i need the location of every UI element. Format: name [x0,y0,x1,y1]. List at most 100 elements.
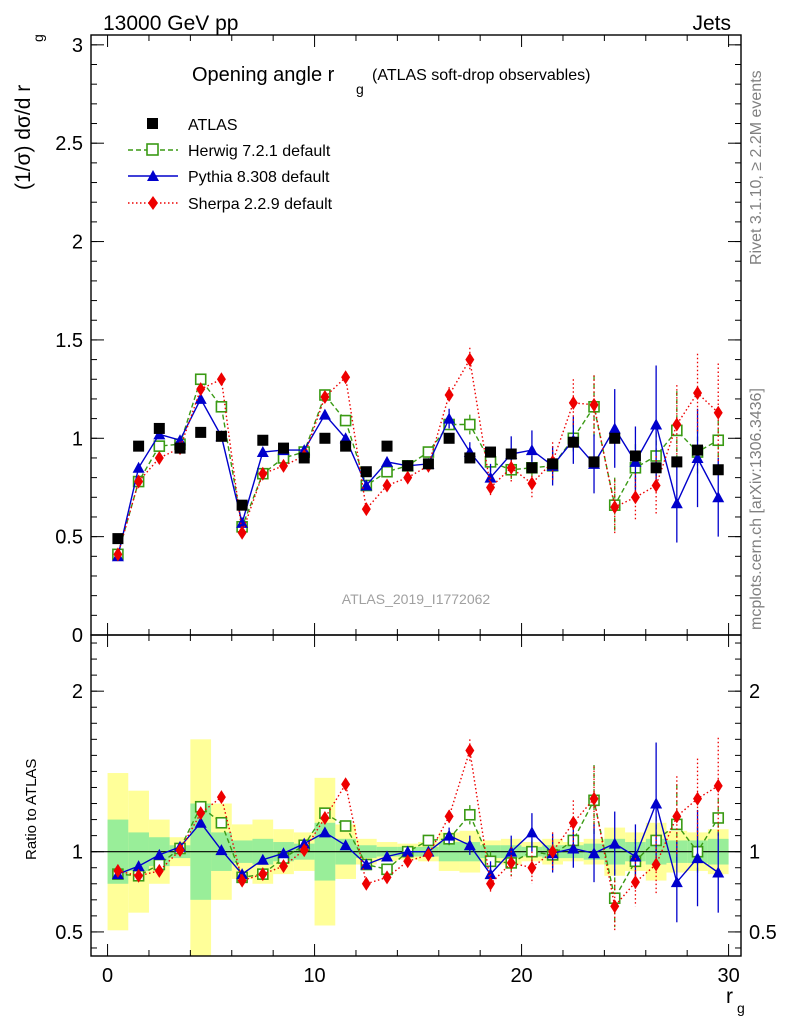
point-pythia [153,848,166,860]
point-sherpa [713,405,723,420]
point-atlas [381,440,393,452]
point-atlas [278,442,290,454]
series-sherpa [113,737,723,932]
point-atlas [133,440,145,452]
main-title: Opening angle r g (ATLAS soft-drop obser… [192,64,590,97]
legend-entry-sherpa: Sherpa 2.2.9 default [128,196,333,213]
point-sherpa [341,370,351,385]
point-atlas [236,499,248,511]
point-sherpa [216,790,226,805]
legend-label-herwig: Herwig 7.2.1 default [188,143,331,160]
point-atlas [112,533,124,545]
point-atlas [485,446,497,458]
main-y-tick-label: 1.5 [55,330,83,352]
main-ylabel-sub: g [30,34,46,42]
point-sherpa [237,873,247,888]
point-atlas [215,430,227,442]
legend-entry-herwig: Herwig 7.2.1 default [128,143,331,160]
point-sherpa [610,500,620,515]
legend: ATLAS Herwig 7.2.1 default Pythia 8.308 … [128,117,333,213]
xlabel-main: r [726,985,733,1008]
point-sherpa [672,809,682,824]
point-sherpa [382,478,392,493]
point-sherpa [568,395,578,410]
point-atlas [650,462,662,474]
point-sherpa [279,859,289,874]
analysis-id: ATLAS_2019_I1772062 [342,591,491,607]
point-pythia [401,845,414,857]
point-herwig [464,808,476,821]
point-sherpa [630,490,640,505]
point-pythia [194,816,207,828]
point-pythia [691,852,704,864]
point-sherpa [693,791,703,806]
point-sherpa [423,847,433,862]
point-sherpa [361,502,371,517]
point-sherpa [361,876,371,891]
point-sherpa [382,870,392,885]
point-pythia [381,455,394,467]
point-sherpa [113,547,123,562]
legend-marker-herwig [146,143,159,156]
header-left: 13000 GeV pp [103,12,238,35]
point-sherpa [258,466,268,481]
point-sherpa [527,476,537,491]
point-atlas [505,448,517,460]
ratio-y-tick-label-right: 2 [749,681,760,703]
point-pythia [712,866,725,878]
point-pythia [132,860,145,872]
point-sherpa [630,875,640,890]
point-pythia [567,842,580,854]
title-main: Opening angle r [192,64,335,86]
main-y-tick-label: 3 [72,35,83,57]
point-herwig [422,834,435,847]
point-pythia [215,844,228,856]
point-atlas [692,444,704,456]
ratio-y-tick-label-right: 0.5 [749,922,777,944]
ratio-y-tick-label: 2 [72,681,83,703]
point-atlas [567,436,579,448]
point-sherpa [196,806,206,821]
point-atlas [443,432,455,444]
point-sherpa [196,382,206,397]
legend-label-atlas: ATLAS [188,117,238,134]
point-pythia [691,451,704,463]
point-sherpa [568,815,578,830]
point-atlas [526,462,538,474]
point-sherpa [403,470,413,485]
main-y-tick-label: 0 [72,625,83,647]
xlabel-sub: g [737,1000,745,1016]
ratio-x-tick-label: 0 [102,965,113,987]
point-pythia [174,434,187,446]
series-line-herwig [117,377,719,555]
point-sherpa [299,843,309,858]
legend-label-sherpa: Sherpa 2.2.9 default [188,196,333,213]
point-pythia [463,839,476,851]
series-atlas [112,422,724,545]
main-panel: 0 0.5 1 1.5 2 2.5 3 [55,34,742,647]
point-pythia [443,412,456,424]
point-pythia [712,491,725,503]
point-atlas [174,442,186,454]
point-pythia [670,497,683,509]
main-y-tick-label: 1 [72,428,83,450]
main-y-tick-label: 2.5 [55,133,83,155]
point-pythia [629,850,642,862]
point-pythia [670,876,683,888]
header-right: Jets [692,12,731,35]
point-sherpa [506,460,516,475]
point-sherpa [320,810,330,825]
point-herwig [464,418,476,431]
ratio-x-tick-label: 20 [510,965,532,987]
rivet-label: Rivet 3.1.10, ≥ 2.2M events [748,70,765,265]
point-sherpa [279,458,289,473]
point-sherpa [465,743,475,758]
series-sherpa [113,347,723,562]
main-y-tick-label: 2 [72,232,83,254]
point-sherpa [486,876,496,891]
point-atlas [588,456,600,468]
point-pythia [650,418,663,430]
point-sherpa [651,857,661,872]
point-pythia [318,408,331,420]
